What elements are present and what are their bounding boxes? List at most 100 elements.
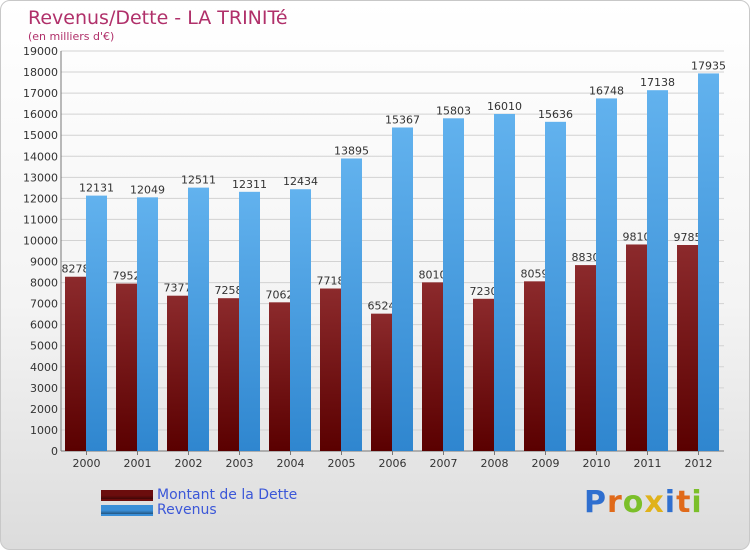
bar-revenue [494, 113, 515, 452]
logo-letter: i [664, 485, 677, 520]
data-label-debt: 9810 [623, 230, 651, 243]
data-label-debt: 7230 [470, 285, 498, 298]
data-label-revenue: 12049 [130, 183, 165, 196]
data-label-debt: 8278 [62, 263, 90, 276]
bar-debt [473, 298, 494, 451]
data-label-debt: 9785 [674, 231, 702, 244]
data-label-revenue: 13895 [334, 144, 369, 157]
data-label-revenue: 12311 [232, 178, 267, 191]
data-label-debt: 7258 [215, 284, 243, 297]
chart-title: Revenus/Dette - LA TRINITé [28, 7, 288, 29]
data-label-debt: 7718 [317, 275, 345, 288]
logo-letter: P [584, 485, 607, 520]
legend-swatch-revenue [101, 505, 153, 516]
x-tick-label: 2002 [175, 457, 203, 470]
y-tick-label: 8000 [30, 277, 58, 290]
data-label-revenue: 16010 [487, 100, 522, 113]
y-tick-label: 7000 [30, 298, 58, 311]
data-label-revenue: 15636 [538, 108, 573, 121]
y-tick-label: 6000 [30, 319, 58, 332]
y-tick-label: 10000 [23, 234, 58, 247]
y-tick-label: 1000 [30, 424, 58, 437]
data-label-debt: 7952 [113, 270, 141, 283]
x-tick-label: 2007 [430, 457, 458, 470]
bar-debt [524, 281, 545, 451]
y-tick-label: 16000 [23, 108, 58, 121]
y-tick-label: 17000 [23, 87, 58, 100]
data-label-revenue: 12131 [79, 182, 114, 195]
legend-swatch-debt [101, 490, 153, 501]
y-tick-label: 2000 [30, 403, 58, 416]
data-label-debt: 8010 [419, 268, 447, 281]
y-tick-label: 15000 [23, 129, 58, 142]
data-label-debt: 7377 [164, 282, 192, 295]
data-label-revenue: 12434 [283, 175, 318, 188]
y-tick-label: 18000 [23, 66, 58, 79]
legend-label-debt: Montant de la Dette [157, 487, 298, 503]
logo-letter: o [622, 485, 645, 520]
bar-revenue [596, 98, 617, 452]
legend-label-revenue: Revenus [157, 502, 217, 518]
x-tick-label: 2003 [226, 457, 254, 470]
bar-revenue [290, 189, 311, 452]
bar-debt [422, 282, 443, 451]
logo-letter: x [644, 485, 665, 520]
bar-debt [269, 302, 290, 451]
x-tick-label: 2008 [481, 457, 509, 470]
x-tick-label: 2006 [379, 457, 407, 470]
y-tick-label: 0 [51, 445, 58, 458]
bar-debt [320, 288, 341, 451]
bar-revenue [647, 90, 668, 451]
bar-debt [677, 245, 698, 451]
y-tick-label: 19000 [23, 45, 58, 58]
data-label-debt: 7062 [266, 288, 294, 301]
data-label-debt: 8059 [521, 267, 549, 280]
bar-revenue [443, 118, 464, 451]
y-tick-label: 11000 [23, 213, 58, 226]
x-tick-label: 2000 [73, 457, 101, 470]
y-tick-label: 5000 [30, 340, 58, 353]
bar-debt [65, 276, 86, 451]
data-label-revenue: 15803 [436, 104, 471, 117]
bar-debt [626, 244, 647, 451]
y-tick-label: 12000 [23, 192, 58, 205]
bar-debt [575, 265, 596, 451]
bar-revenue [545, 121, 566, 452]
bar-revenue [698, 73, 719, 451]
x-tick-label: 2005 [328, 457, 356, 470]
logo-letter: i [691, 485, 703, 520]
bar-revenue [188, 187, 209, 451]
y-tick-label: 4000 [30, 361, 58, 374]
x-tick-label: 2004 [277, 457, 305, 470]
proxiti-logo: Proxiti [584, 485, 703, 520]
bar-debt [167, 295, 188, 451]
x-tick-label: 2011 [634, 457, 662, 470]
data-label-debt: 8830 [572, 251, 600, 264]
x-tick-label: 2012 [685, 457, 713, 470]
bar-debt [218, 298, 239, 451]
bar-revenue [239, 191, 260, 452]
data-label-revenue: 17138 [640, 76, 675, 89]
bar-debt [116, 283, 137, 451]
data-label-revenue: 15367 [385, 113, 420, 126]
data-label-revenue: 17935 [691, 59, 726, 72]
bar-revenue [86, 195, 107, 451]
logo-letter: t [676, 485, 692, 520]
bar-debt [371, 313, 392, 451]
x-tick-label: 2010 [583, 457, 611, 470]
data-label-debt: 6524 [368, 300, 396, 313]
bar-revenue [392, 127, 413, 452]
logo-letter: r [607, 485, 623, 520]
bar-revenue [137, 197, 158, 451]
y-tick-label: 13000 [23, 171, 58, 184]
chart-subtitle: (en milliers d'€) [28, 30, 115, 43]
bar-revenue [341, 158, 362, 451]
x-tick-label: 2009 [532, 457, 560, 470]
data-label-revenue: 12511 [181, 174, 216, 187]
x-tick-label: 2001 [124, 457, 152, 470]
data-label-revenue: 16748 [589, 84, 624, 97]
y-tick-label: 3000 [30, 382, 58, 395]
y-tick-label: 9000 [30, 256, 58, 269]
